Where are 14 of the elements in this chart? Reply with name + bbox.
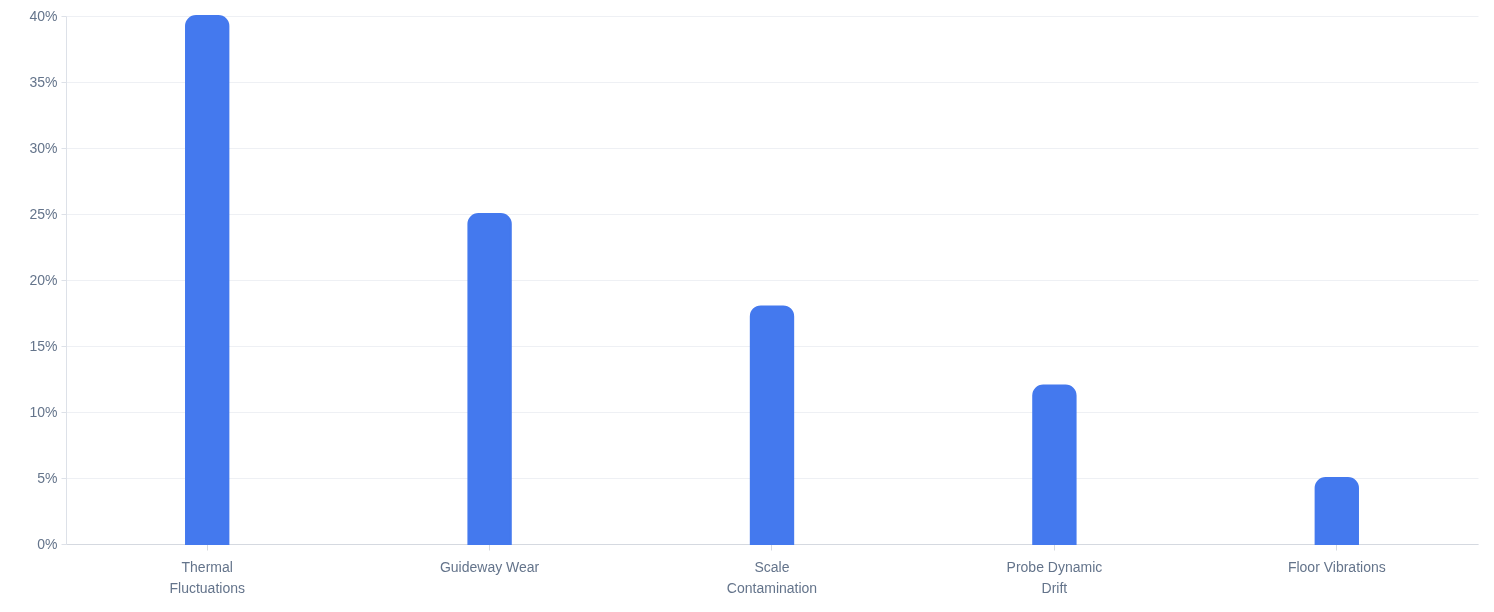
y-tick-label: 0%	[37, 535, 58, 552]
x-tick-label: Thermal Fluctuations	[169, 558, 245, 596]
y-tick-label: 15%	[29, 337, 58, 354]
x-tick-label: Floor Vibrations	[1287, 558, 1386, 575]
y-tick-label: 10%	[29, 403, 58, 420]
y-tick-label: 25%	[29, 205, 58, 222]
y-tick-label: 30%	[29, 139, 58, 156]
y-tick-label: 5%	[37, 469, 58, 486]
x-tick-label: Probe Dynamic Drift	[1006, 558, 1103, 596]
y-tick-label: 40%	[29, 7, 58, 24]
y-tick-label: 35%	[29, 73, 58, 90]
x-tick-label: Scale Contamination	[726, 558, 818, 596]
y-tick-label: 20%	[29, 271, 58, 288]
x-tick-label: Guideway Wear	[439, 558, 540, 575]
